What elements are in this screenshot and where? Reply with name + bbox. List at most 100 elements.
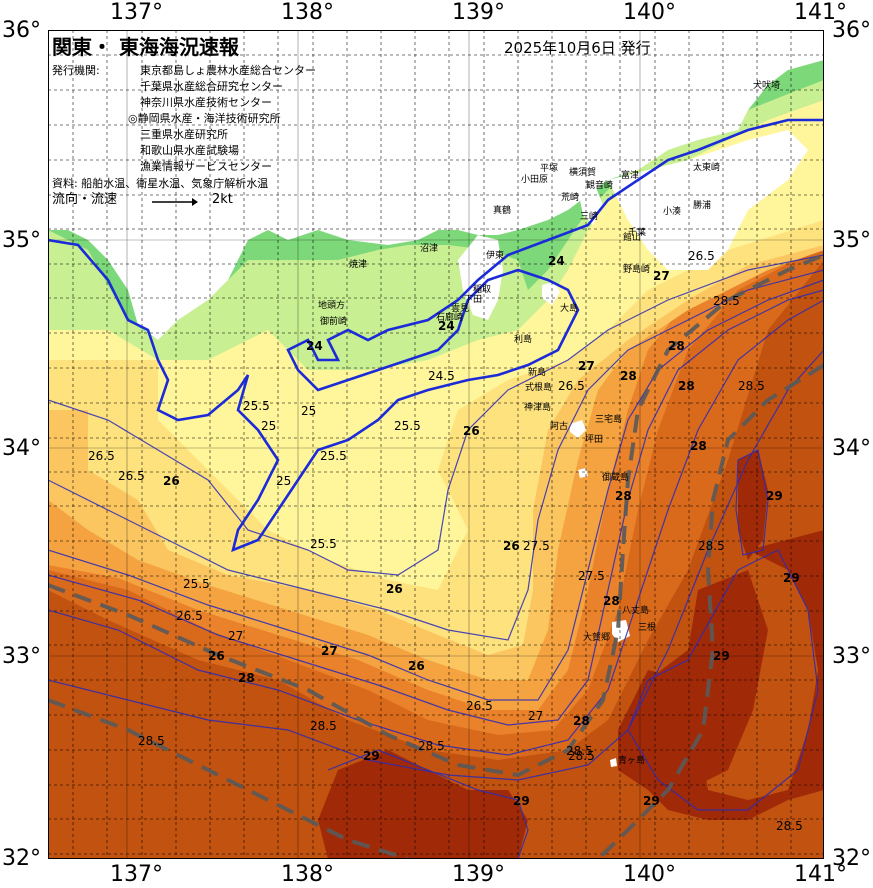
isotherm-label: 26.5 [688, 249, 715, 263]
lon-label-137: 137° [110, 0, 163, 25]
lat-label-32-right: 32° [832, 846, 871, 871]
isotherm-label: 28.5 [138, 734, 165, 748]
place-label: 沼津 [420, 243, 438, 254]
isotherm-label: 29 [363, 749, 380, 763]
island-mikura [578, 468, 588, 478]
isotherm-label: 25.5 [320, 449, 347, 463]
land-honshu [48, 30, 824, 340]
isotherm-label: 25.5 [183, 577, 210, 591]
place-label: 千葉 [628, 226, 646, 238]
lon-label-141-bottom: 141° [794, 862, 847, 887]
isotherm-label: 28 [573, 714, 590, 728]
lat-label-35: 35° [2, 228, 41, 253]
isotherm-label: 28.5 [776, 819, 803, 833]
lat-label-36-right: 36° [832, 18, 871, 43]
island-miyake [570, 420, 586, 438]
isotherm-label: 26 [503, 539, 520, 553]
isotherm-label: 26 [408, 659, 425, 673]
isotherm-label: 28 [678, 379, 695, 393]
lon-label-138: 138° [281, 0, 334, 25]
place-label: 大島 [560, 302, 578, 314]
place-label: 石廊崎 [436, 311, 463, 323]
isotherm-label: 25 [301, 404, 316, 418]
place-label: 野島崎 [623, 263, 650, 275]
isotherm-label: 27 [528, 709, 543, 723]
isotherm-label: 27 [653, 269, 670, 283]
lat-label-33-right: 33° [832, 644, 871, 669]
island-oshima [542, 282, 560, 305]
isotherm-label: 27 [228, 629, 243, 643]
place-label: 真鶴 [493, 204, 511, 216]
place-label: 新島 [528, 366, 546, 378]
place-label: 三崎 [580, 210, 598, 222]
isotherm-29-east [627, 549, 819, 811]
isotherm-label: 24 [548, 254, 565, 268]
lon-label-138-bottom: 138° [281, 862, 334, 887]
lat-label-34-right: 34° [832, 436, 871, 461]
place-label: 焼津 [349, 259, 367, 270]
place-label: 富津 [621, 169, 639, 181]
isotherm-label: 27.5 [523, 539, 550, 553]
isotherm-label: 28 [690, 439, 707, 453]
place-label: 大賀郷 [583, 631, 610, 643]
isotherm-label: 26.5 [466, 699, 493, 713]
isotherm-label: 28.5 [698, 539, 725, 553]
isotherm-label: 25.5 [310, 537, 337, 551]
place-label: 三根 [638, 621, 656, 633]
place-label: 平塚 [540, 163, 558, 174]
place-label: 坪田 [585, 434, 603, 445]
place-label: 小田原 [521, 174, 548, 185]
place-label: 地頭方 [318, 299, 345, 311]
isotherm-label: 25 [261, 419, 276, 433]
isotherm-label: 26.5 [176, 609, 203, 623]
isotherm-label: 26 [386, 582, 403, 596]
lat-label-32: 32° [2, 846, 41, 871]
kuroshio-axis-south [48, 698, 409, 859]
isotherm-label: 29 [513, 794, 530, 808]
isotherm-label: 26.5 [118, 469, 145, 483]
isotherm-label: 25.5 [243, 399, 270, 413]
isotherm-label: 27.5 [578, 569, 605, 583]
place-label: 太東崎 [693, 161, 720, 173]
isotherm-label: 26 [463, 424, 480, 438]
isotherm-label: 28 [620, 369, 637, 383]
isotherm-28 [48, 299, 824, 756]
land-boso-peninsula [608, 130, 808, 270]
lon-label-139-bottom: 139° [452, 862, 505, 887]
isotherm-label: 24 [306, 339, 323, 353]
island-aogashima [610, 758, 617, 767]
isotherm-27 [48, 289, 824, 726]
isotherm-label: 28.5 [713, 294, 740, 308]
isotherm-label: 25.5 [394, 419, 421, 433]
isotherm-label: 28 [615, 489, 632, 503]
isotherm-29-mid [735, 449, 769, 556]
isotherm-label: 27 [578, 359, 595, 373]
sea-temperature-map: 26.5 26.5 26 25.5 25 25 25.5 25.5 25 26 … [48, 30, 824, 859]
isotherm-26-5 [48, 279, 824, 701]
isotherm-label: 29 [643, 794, 660, 808]
place-label: 稲取 [473, 283, 491, 295]
place-label: 横須賀 [569, 166, 596, 178]
place-label: 御蔵島 [602, 471, 629, 483]
isotherm-25 [48, 118, 824, 553]
isotherm-28-5 [48, 349, 824, 781]
isotherm-label: 28 [238, 671, 255, 685]
isotherm-label: 28.5 [566, 744, 593, 758]
place-label: 荒崎 [561, 191, 579, 203]
isotherm-label: 24.5 [428, 369, 455, 383]
place-label: 神津島 [524, 401, 551, 413]
zone-gt-29-mideast [738, 450, 768, 560]
isotherm-label: 24 [438, 319, 455, 333]
isotherm-label: 26.5 [88, 449, 115, 463]
place-label: 式根島 [525, 381, 552, 393]
lat-label-35-right: 35° [832, 228, 871, 253]
place-label: 雲見 [451, 303, 469, 314]
lon-label-140: 140° [623, 0, 676, 25]
place-label: 観音崎 [586, 179, 613, 191]
isotherm-label: 26 [208, 649, 225, 663]
lon-label-139: 139° [452, 0, 505, 25]
lon-label-141: 141° [794, 0, 847, 25]
place-label: 犬吠埼 [753, 79, 780, 91]
isotherm-label: 28 [603, 594, 620, 608]
isotherm-26 [48, 269, 824, 641]
